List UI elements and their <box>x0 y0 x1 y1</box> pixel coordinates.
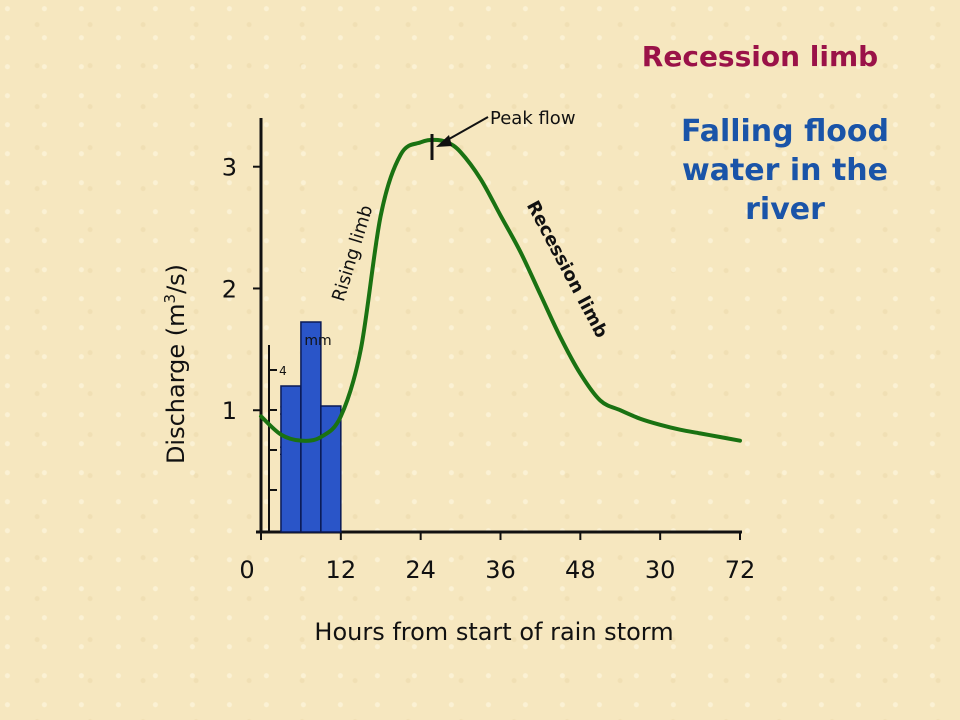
x-tick-label: 24 <box>405 556 436 584</box>
x-axis-label: Hours from start of rain storm <box>314 618 673 646</box>
rain-bar <box>280 385 302 533</box>
slide-heading: Recession limb <box>641 40 879 73</box>
peak-arrowhead <box>436 135 452 147</box>
recession-limb-label: Recession limb <box>522 197 612 341</box>
rain-tick-label: 4 <box>279 364 287 378</box>
y-tick-label: 3 <box>222 154 237 182</box>
y-ticks: 1 2 3 <box>222 154 261 425</box>
y-axis-label-sup: 3 <box>161 294 179 304</box>
y-tick-label: 1 <box>222 397 237 425</box>
y-axis-label-main: Discharge (m <box>162 303 190 464</box>
x-tick-label: 12 <box>326 556 357 584</box>
recession-explanation: Falling flood water in the river <box>680 114 890 227</box>
x-tick-label: 72 <box>725 556 756 584</box>
x-ticks: 0 12 24 36 48 30 72 <box>239 532 755 584</box>
rain-unit-label: mm <box>304 333 331 349</box>
rain-bar <box>320 405 342 533</box>
rain-bar <box>300 321 322 533</box>
y-axis-label: Discharge (m3/s) <box>161 264 190 464</box>
y-tick-label: 2 <box>222 275 237 303</box>
y-axis-label-end: /s) <box>162 264 190 294</box>
discharge-line <box>259 137 742 443</box>
peak-flow-label: Peak flow <box>490 108 576 129</box>
rainfall-bars <box>280 321 342 533</box>
x-tick-label: 48 <box>565 556 596 584</box>
x-tick-label: 0 <box>239 556 254 584</box>
x-tick-label: 30 <box>645 556 676 584</box>
x-tick-label: 36 <box>485 556 516 584</box>
